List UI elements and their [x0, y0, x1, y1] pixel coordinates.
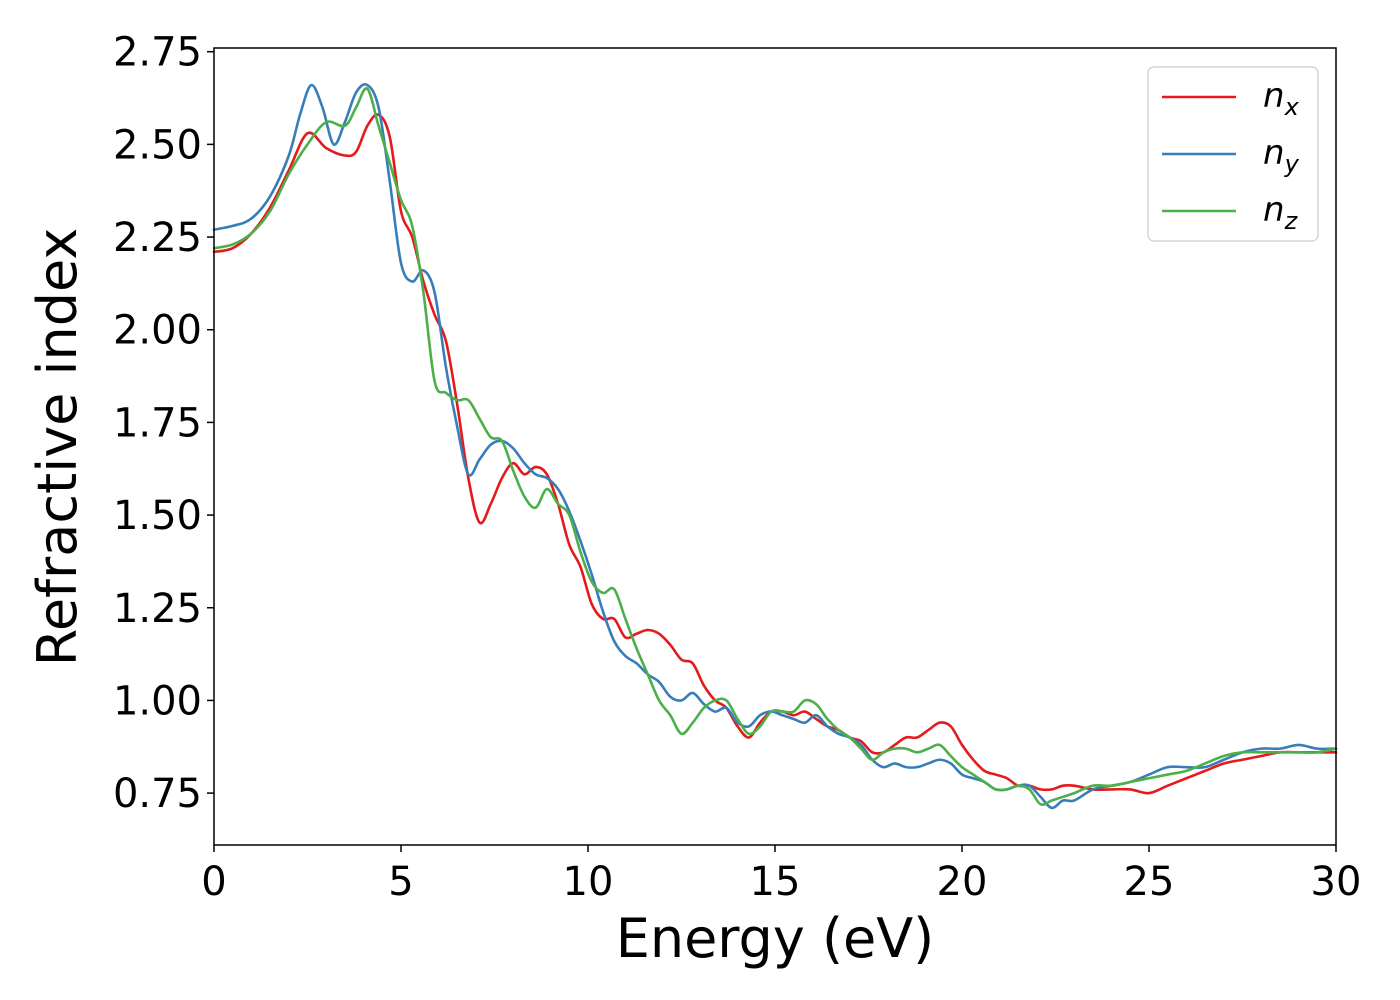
y-tick-label: 1.50: [113, 493, 202, 539]
x-axis-ticks: 0 5 10 15 20 25 30: [201, 845, 1361, 905]
y-tick-label: 1.25: [113, 586, 202, 632]
series-line-nx: [212, 113, 1338, 795]
x-tick-label: 20: [937, 859, 988, 905]
series-line-nz: [212, 87, 1338, 806]
y-axis-label: Refractive index: [26, 228, 89, 667]
x-tick-label: 10: [563, 859, 614, 905]
x-tick-label: 15: [750, 859, 801, 905]
y-tick-label: 0.75: [113, 771, 202, 817]
x-tick-label: 5: [388, 859, 413, 905]
y-tick-label: 2.75: [113, 30, 202, 76]
legend-label-nz: nz: [1263, 190, 1299, 235]
y-tick-label: 2.50: [113, 122, 202, 168]
series-line-ny: [212, 83, 1338, 810]
legend-label-ny: ny: [1263, 133, 1300, 178]
y-tick-label: 2.00: [113, 308, 202, 354]
y-tick-label: 1.75: [113, 400, 202, 446]
x-tick-label: 25: [1124, 859, 1175, 905]
series-layer: [212, 83, 1338, 810]
legend-label-nx: nx: [1263, 76, 1300, 121]
y-axis-ticks: 0.75 1.00 1.25 1.50 1.75 2.00 2.25 2.50 2.75: [113, 30, 214, 817]
x-tick-label: 0: [201, 859, 226, 905]
y-tick-label: 1.00: [113, 678, 202, 724]
y-tick-label: 2.25: [113, 215, 202, 261]
x-tick-label: 30: [1311, 859, 1362, 905]
legend: nx ny nz: [1147, 66, 1319, 242]
x-axis-label: Energy (eV): [616, 907, 935, 970]
